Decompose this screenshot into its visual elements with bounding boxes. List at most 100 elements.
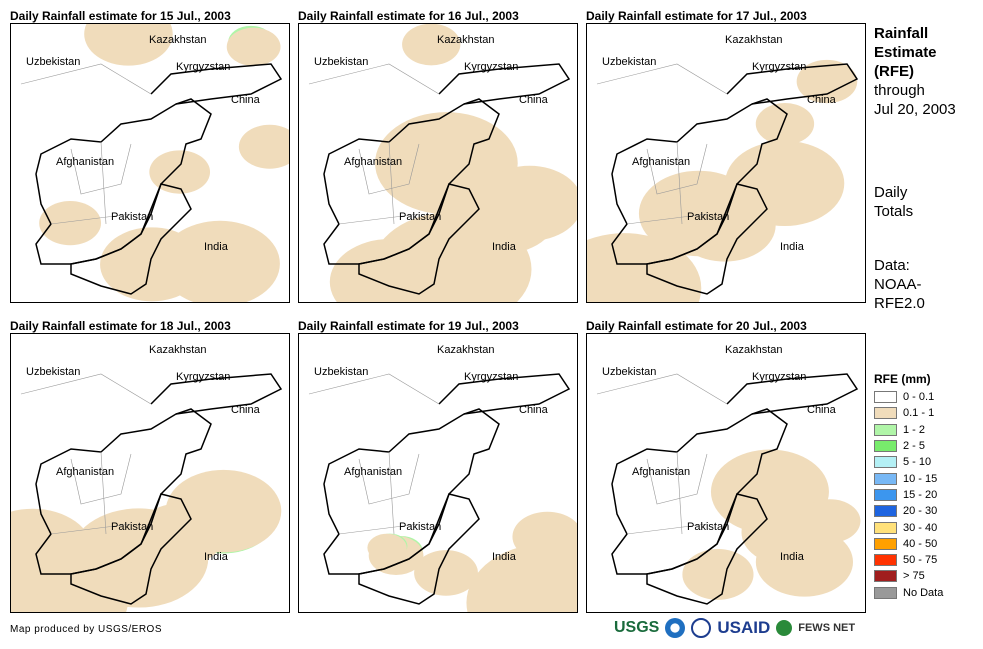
rainfall-area (39, 201, 102, 246)
country-label-kazakhstan: Kazakhstan (437, 34, 495, 46)
country-border (70, 493, 192, 605)
legend-swatch (874, 423, 897, 436)
rainfall-area (755, 103, 815, 145)
legend-label: 10 - 15 (903, 472, 938, 485)
legend-item: > 75 (874, 568, 943, 584)
country-label-uzbekistan: Uzbekistan (602, 56, 657, 68)
country-label-afghanistan: Afghanistan (56, 466, 115, 478)
legend-label: 2 - 5 (903, 440, 926, 453)
legend-label: > 75 (903, 570, 925, 583)
country-border (358, 493, 480, 605)
totals-label: Totals (874, 203, 914, 220)
rainfall-area (796, 59, 858, 104)
data-source: Data: NOAA- RFE2.0 (874, 256, 925, 313)
country-label-india: India (204, 241, 228, 253)
legend-label: 50 - 75 (903, 554, 938, 567)
country-label-uzbekistan: Uzbekistan (314, 366, 369, 378)
country-label-india: India (780, 551, 804, 563)
source-line: RFE2.0 (874, 295, 925, 312)
country-label-pakistan: Pakistan (111, 521, 154, 533)
legend-swatch (874, 505, 897, 518)
province-border (20, 63, 152, 225)
country-border (150, 373, 283, 415)
rainfall-map (308, 373, 577, 612)
rainfall-area (414, 550, 478, 596)
country-label-kazakhstan: Kazakhstan (149, 34, 207, 46)
country-label-kyrgyzstan: Kyrgyzstan (464, 371, 519, 383)
rainfall-area (329, 238, 451, 302)
country-label-pakistan: Pakistan (399, 521, 442, 533)
country-label-india: India (780, 241, 804, 253)
legend-item: 20 - 30 (874, 503, 943, 519)
rainfall-area (673, 188, 776, 262)
country-border (726, 63, 859, 105)
country-label-india: India (204, 551, 228, 563)
legend-item: 40 - 50 (874, 536, 943, 552)
panel-title: Daily Rainfall estimate for 18 Jul., 200… (10, 319, 231, 333)
rainfall-area (367, 533, 407, 562)
country-label-afghanistan: Afghanistan (632, 466, 691, 478)
panel-title: Daily Rainfall estimate for 17 Jul., 200… (586, 9, 807, 23)
country-label-china: China (231, 94, 260, 106)
country-label-afghanistan: Afghanistan (344, 466, 403, 478)
panel-title: Daily Rainfall estimate for 15 Jul., 200… (10, 9, 231, 23)
through-date: Jul 20, 2003 (874, 101, 956, 118)
legend-swatch (874, 570, 897, 583)
legend-swatch (874, 407, 897, 420)
period-note: Daily Totals (874, 183, 913, 221)
country-label-afghanistan: Afghanistan (56, 156, 115, 168)
country-label-china: China (519, 404, 548, 416)
legend-item: 50 - 75 (874, 552, 943, 568)
country-label-kyrgyzstan: Kyrgyzstan (176, 371, 231, 383)
country-border (438, 373, 571, 415)
legend-swatch (874, 537, 897, 550)
country-label-china: China (231, 404, 260, 416)
rainfall-map (596, 373, 861, 605)
country-label-pakistan: Pakistan (687, 211, 730, 223)
legend-swatch (874, 391, 897, 404)
title-line: (RFE) (874, 63, 914, 80)
legend-item: 0.1 - 1 (874, 405, 943, 421)
country-border (646, 183, 768, 295)
legend-item: 1 - 2 (874, 422, 943, 438)
rainfall-area (476, 165, 577, 241)
country-label-kazakhstan: Kazakhstan (725, 34, 783, 46)
noaa-logo-icon (665, 618, 686, 638)
usaid-logo: USAID (717, 618, 771, 637)
rainfall-area (682, 549, 754, 600)
country-label-kyrgyzstan: Kyrgyzstan (752, 61, 807, 73)
legend-label: 0.1 - 1 (903, 407, 935, 420)
country-label-kazakhstan: Kazakhstan (437, 344, 495, 356)
rainfall-area (136, 503, 224, 567)
legend-label: 0 - 0.1 (903, 391, 935, 404)
globe-icon (776, 620, 793, 636)
country-border (726, 373, 859, 415)
province-border (596, 373, 728, 535)
country-label-pakistan: Pakistan (399, 211, 442, 223)
country-label-uzbekistan: Uzbekistan (314, 56, 369, 68)
legend: RFE (mm) 0 - 0.1 0.1 - 1 1 - 2 2 - 5 5 - 10 1… (874, 372, 943, 601)
usgs-logo: USGS (614, 619, 660, 636)
country-label-kyrgyzstan: Kyrgyzstan (752, 371, 807, 383)
legend-swatch (874, 472, 897, 485)
legend-swatch (874, 440, 897, 453)
country-label-pakistan: Pakistan (111, 211, 154, 223)
rainfall-area (238, 124, 289, 169)
country-label-kazakhstan: Kazakhstan (725, 344, 783, 356)
country-border (70, 183, 192, 295)
panel-title: Daily Rainfall estimate for 19 Jul., 200… (298, 319, 519, 333)
rainfall-area (226, 27, 281, 67)
country-border (438, 63, 571, 105)
rainfall-area (84, 24, 173, 66)
legend-swatch (874, 521, 897, 534)
province-border (20, 373, 152, 535)
legend-title: RFE (mm) (874, 372, 931, 386)
country-label-india: India (492, 241, 516, 253)
logos: USGS USAID FEWS NET (614, 618, 855, 638)
province-border (308, 373, 440, 535)
country-label-china: China (807, 94, 836, 106)
fews-net-logo: FEWS NET (798, 622, 856, 634)
rainfall-area (402, 24, 461, 66)
country-label-afghanistan: Afghanistan (632, 156, 691, 168)
through-label: through (874, 82, 925, 99)
